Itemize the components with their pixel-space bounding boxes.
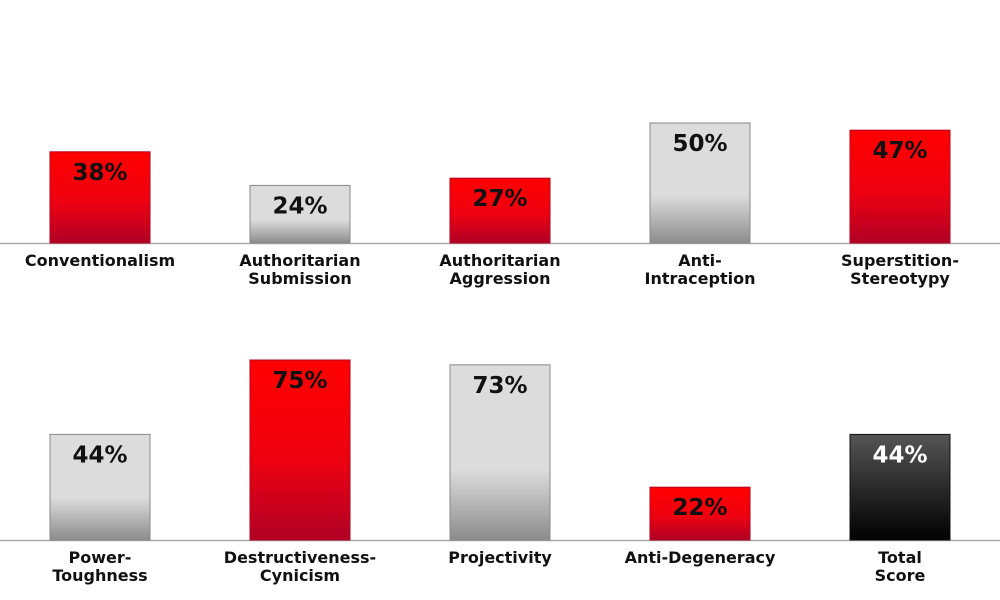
data-label: 73% (472, 373, 527, 399)
category-label: Score (875, 566, 926, 585)
bar (649, 122, 751, 244)
bar (449, 364, 551, 541)
category-label: Cynicism (260, 566, 340, 585)
category-label: Intraception (645, 269, 756, 288)
data-label: 44% (72, 442, 127, 468)
category-label: Aggression (450, 269, 551, 288)
bar (649, 486, 751, 541)
data-label: 44% (872, 442, 927, 468)
category-label: Superstition- (841, 251, 959, 270)
category-label: Anti- (678, 251, 722, 270)
category-label: Conventionalism (25, 251, 175, 270)
data-label: 38% (72, 160, 127, 186)
data-label: 50% (672, 131, 727, 157)
category-label: Submission (248, 269, 351, 288)
data-label: 75% (272, 368, 327, 394)
bar (449, 177, 551, 244)
chart-top-row: 38%Conventionalism24%AuthoritarianSubmis… (0, 122, 1000, 288)
data-label: 24% (272, 193, 327, 219)
category-label: Anti-Degeneracy (625, 548, 776, 567)
category-label: Power- (69, 548, 132, 567)
bar (249, 184, 351, 244)
category-label: Stereotypy (850, 269, 950, 288)
data-label: 22% (672, 495, 727, 521)
category-label: Authoritarian (439, 251, 560, 270)
bar (249, 359, 351, 541)
bar (849, 129, 951, 244)
bar (49, 433, 151, 541)
data-label: 47% (872, 138, 927, 164)
chart-bottom-row: 44% Power-Toughness 75% Destructiveness-Cyn… (0, 359, 1000, 585)
category-label: Projectivity (448, 548, 552, 567)
data-label: 27% (472, 186, 527, 212)
category-label: Authoritarian (239, 251, 360, 270)
category-label: Toughness (52, 566, 147, 585)
bar (849, 433, 951, 541)
bar (49, 151, 151, 244)
category-label: Destructiveness- (224, 548, 376, 567)
category-label: Total (878, 548, 922, 567)
